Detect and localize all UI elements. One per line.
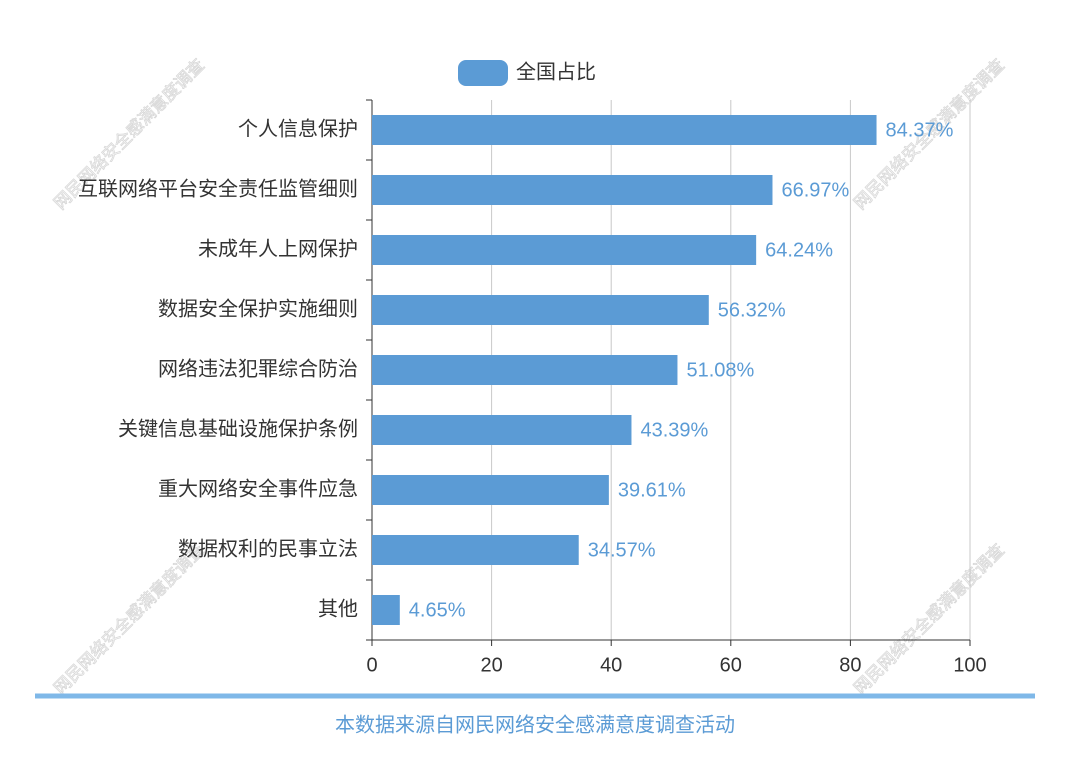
x-tick-label: 100 — [953, 654, 986, 676]
value-label: 84.37% — [886, 119, 954, 141]
bar — [372, 295, 709, 325]
bar — [372, 535, 579, 565]
x-tick-label: 20 — [480, 654, 502, 676]
x-tick-label: 80 — [839, 654, 861, 676]
y-tick-label: 未成年人上网保护 — [198, 237, 358, 260]
y-tick-label: 数据权利的民事立法 — [178, 537, 358, 560]
bar — [372, 355, 678, 385]
bar — [372, 115, 877, 145]
value-label: 51.08% — [686, 359, 754, 381]
value-label: 64.24% — [765, 239, 833, 261]
source-note: 本数据来源自网民网络安全感满意度调查活动 — [335, 713, 735, 736]
value-label: 66.97% — [781, 179, 849, 201]
x-tick-label: 40 — [600, 654, 622, 676]
value-label: 34.57% — [588, 539, 656, 561]
value-label: 39.61% — [618, 479, 686, 501]
value-label: 43.39% — [640, 419, 708, 441]
y-tick-label: 重大网络安全事件应急 — [158, 477, 358, 500]
bar — [372, 175, 773, 205]
y-tick-label: 数据安全保护实施细则 — [158, 297, 358, 320]
bar — [372, 595, 400, 625]
bar — [372, 475, 609, 505]
value-label: 56.32% — [718, 299, 786, 321]
value-label: 4.65% — [409, 599, 466, 621]
bar — [372, 235, 757, 265]
legend-label: 全国占比 — [516, 60, 596, 83]
legend-swatch — [458, 60, 508, 86]
y-tick-label: 互联网络平台安全责任监管细则 — [78, 177, 358, 200]
y-tick-label: 其他 — [318, 597, 358, 620]
x-tick-label: 0 — [366, 654, 377, 676]
watermark: 网民网络安全感满意度调查 — [50, 540, 208, 698]
y-tick-label: 网络违法犯罪综合防治 — [158, 357, 358, 380]
y-tick-label: 关键信息基础设施保护条例 — [118, 417, 358, 440]
bar — [372, 415, 632, 445]
x-tick-label: 60 — [720, 654, 742, 676]
y-tick-label: 个人信息保护 — [238, 117, 358, 140]
